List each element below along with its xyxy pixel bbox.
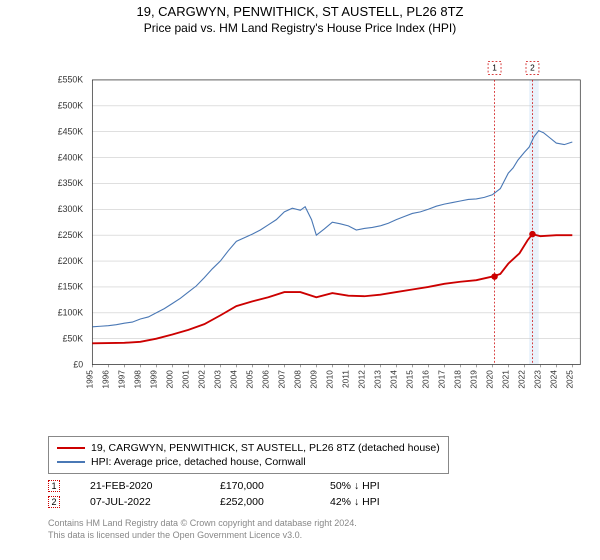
svg-text:2004: 2004 [228,370,238,389]
svg-text:2009: 2009 [308,370,318,389]
svg-text:2021: 2021 [500,370,510,389]
svg-text:2015: 2015 [404,370,414,389]
callout-table: 1 21-FEB-2020 £170,000 50% ↓ HPI 2 07-JU… [48,478,390,510]
svg-text:2017: 2017 [436,370,446,389]
callout-price-2: £252,000 [220,496,300,508]
svg-text:2000: 2000 [164,370,174,389]
legend-row-property: 19, CARGWYN, PENWITHICK, ST AUSTELL, PL2… [57,441,440,455]
svg-text:2018: 2018 [452,370,462,389]
legend-row-hpi: HPI: Average price, detached house, Corn… [57,455,440,469]
svg-text:£100K: £100K [58,308,84,318]
svg-text:1997: 1997 [116,370,126,389]
svg-text:2007: 2007 [276,370,286,389]
svg-text:2002: 2002 [196,370,206,389]
chart-title-main: 19, CARGWYN, PENWITHICK, ST AUSTELL, PL2… [0,4,600,19]
svg-text:2012: 2012 [356,370,366,389]
svg-text:2013: 2013 [372,370,382,389]
svg-text:£450K: £450K [58,126,84,136]
legend-label-property: 19, CARGWYN, PENWITHICK, ST AUSTELL, PL2… [91,442,440,454]
svg-text:2003: 2003 [212,370,222,389]
callout-pct-2: 42% ↓ HPI [330,496,390,508]
svg-text:£150K: £150K [58,282,84,292]
svg-text:£300K: £300K [58,204,84,214]
chart-title-block: 19, CARGWYN, PENWITHICK, ST AUSTELL, PL2… [0,0,600,35]
svg-text:1998: 1998 [132,370,142,389]
legend-swatch-property [57,447,85,449]
svg-text:£50K: £50K [63,333,84,343]
callout-row-2: 2 07-JUL-2022 £252,000 42% ↓ HPI [48,494,390,510]
svg-text:£500K: £500K [58,101,84,111]
legend-box: 19, CARGWYN, PENWITHICK, ST AUSTELL, PL2… [48,436,449,474]
svg-text:2016: 2016 [420,370,430,389]
svg-text:2006: 2006 [260,370,270,389]
svg-text:2020: 2020 [484,370,494,389]
svg-text:2005: 2005 [244,370,254,389]
chart-title-sub: Price paid vs. HM Land Registry's House … [0,21,600,35]
callout-marker-2: 2 [48,496,60,508]
svg-text:2: 2 [530,63,535,73]
callout-suffix-2: HPI [362,496,380,508]
svg-text:2001: 2001 [180,370,190,389]
svg-text:£400K: £400K [58,152,84,162]
callout-pct-val-2: 42% [330,496,351,508]
svg-text:1999: 1999 [148,370,158,389]
legend-swatch-hpi [57,461,85,463]
callout-date-1: 21-FEB-2020 [90,480,190,492]
svg-text:2024: 2024 [548,370,558,389]
footnote-line-2: This data is licensed under the Open Gov… [48,530,357,542]
callout-date-2: 07-JUL-2022 [90,496,190,508]
callout-pct-val-1: 50% [330,480,351,492]
callout-row-1: 1 21-FEB-2020 £170,000 50% ↓ HPI [48,478,390,494]
footnote-line-1: Contains HM Land Registry data © Crown c… [48,518,357,530]
chart-svg: 1995 1996 1997 1998 1999 2000 2001 2002 2003 2004… [48,46,584,404]
svg-text:2023: 2023 [532,370,542,389]
legend-label-hpi: HPI: Average price, detached house, Corn… [91,456,306,468]
svg-text:2010: 2010 [324,370,334,389]
svg-text:£200K: £200K [58,256,84,266]
svg-text:2011: 2011 [340,370,350,388]
svg-text:1: 1 [492,63,497,73]
svg-text:2022: 2022 [516,370,526,389]
svg-text:£250K: £250K [58,230,84,240]
footnote: Contains HM Land Registry data © Crown c… [48,518,357,541]
callout-price-1: £170,000 [220,480,300,492]
price-chart: 1995 1996 1997 1998 1999 2000 2001 2002 2003 2004… [48,46,584,404]
callout-suffix-1: HPI [362,480,380,492]
svg-text:1995: 1995 [84,370,94,389]
svg-text:2025: 2025 [564,370,574,389]
callout-arrow-1: ↓ [354,480,359,492]
svg-text:£550K: £550K [58,75,84,85]
callout-marker-1: 1 [48,480,60,492]
svg-text:2014: 2014 [388,370,398,389]
svg-text:£350K: £350K [58,178,84,188]
svg-text:2008: 2008 [292,370,302,389]
callout-arrow-2: ↓ [354,496,359,508]
svg-text:1996: 1996 [100,370,110,389]
svg-text:£0: £0 [73,359,83,369]
svg-text:2019: 2019 [468,370,478,389]
callout-pct-1: 50% ↓ HPI [330,480,390,492]
